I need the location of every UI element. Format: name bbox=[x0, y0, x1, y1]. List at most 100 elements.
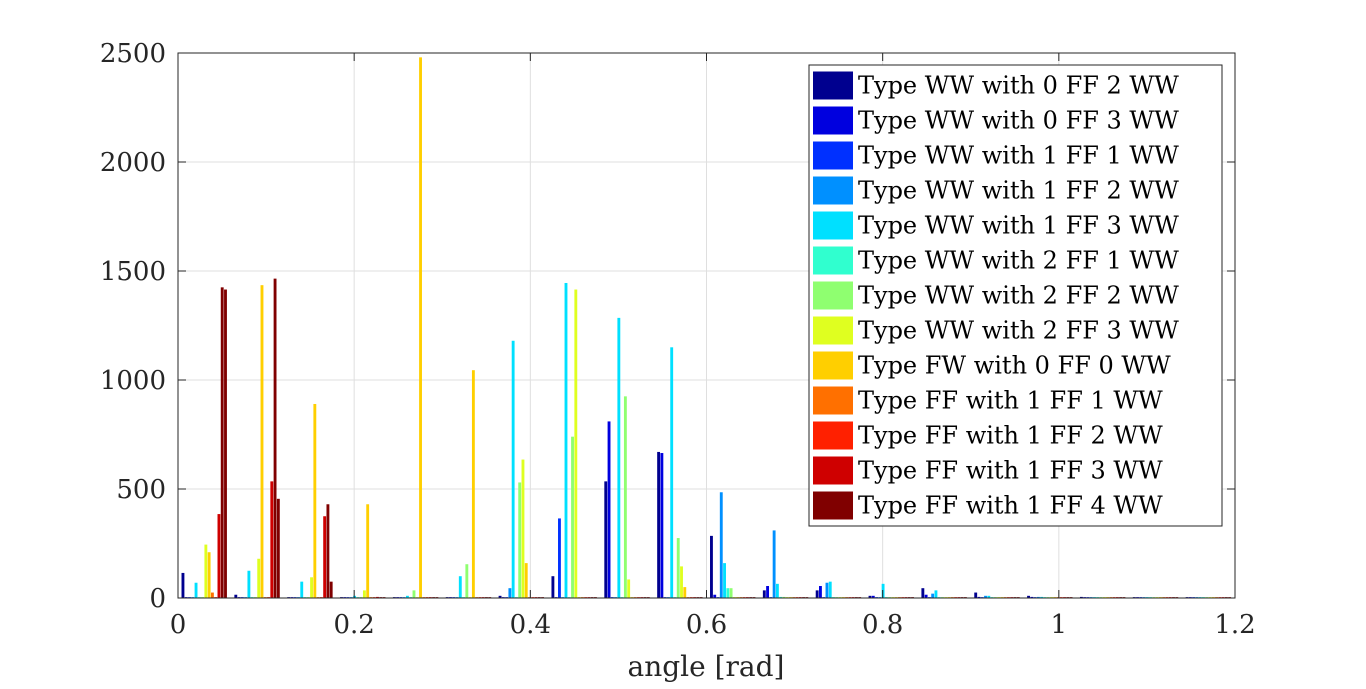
bar bbox=[779, 596, 783, 598]
legend-swatch bbox=[813, 71, 853, 100]
legend-label: Type FF with 1 FF 2 WW bbox=[858, 422, 1163, 450]
legend-label: Type WW with 1 FF 1 WW bbox=[858, 142, 1179, 170]
bar bbox=[498, 595, 502, 598]
bar bbox=[660, 453, 664, 598]
bar bbox=[1030, 596, 1034, 598]
legend-label: Type WW with 2 FF 3 WW bbox=[858, 317, 1179, 345]
bar bbox=[558, 518, 561, 598]
bar bbox=[984, 595, 987, 598]
bar bbox=[729, 588, 733, 598]
bar bbox=[551, 576, 555, 598]
x-tick-label: 0.6 bbox=[686, 610, 727, 640]
bar bbox=[465, 564, 469, 598]
bar bbox=[518, 482, 522, 598]
bar bbox=[204, 544, 208, 598]
legend-label: Type WW with 1 FF 3 WW bbox=[858, 212, 1179, 240]
bar bbox=[406, 595, 409, 598]
bar bbox=[657, 451, 661, 598]
x-tick-label: 0.4 bbox=[510, 610, 551, 640]
legend-swatch bbox=[813, 386, 853, 415]
bar bbox=[234, 594, 238, 598]
bar bbox=[782, 596, 786, 598]
legend-label: Type WW with 0 FF 3 WW bbox=[858, 107, 1179, 135]
bar bbox=[521, 459, 525, 598]
bar bbox=[974, 592, 978, 598]
legend-label: Type WW with 0 FF 2 WW bbox=[858, 72, 1179, 100]
legend-label: Type FW with 0 FF 0 WW bbox=[858, 352, 1171, 380]
x-axis-label: angle [rad] bbox=[628, 650, 785, 683]
legend-swatch bbox=[813, 316, 853, 345]
bar bbox=[574, 289, 578, 598]
bar bbox=[828, 581, 832, 598]
bar bbox=[310, 577, 313, 598]
bar bbox=[921, 588, 925, 598]
legend-label: Type FF with 1 FF 4 WW bbox=[858, 492, 1163, 520]
legend-swatch bbox=[813, 246, 853, 275]
bar bbox=[713, 594, 717, 598]
y-tick-label: 2500 bbox=[100, 39, 166, 69]
axis-ticks: 0 0.2 0.4 0.6 0.8 1 1.2 0 500 1000 1500 2000 2500 bbox=[100, 39, 1256, 640]
legend-swatch bbox=[813, 456, 853, 485]
x-tick-label: 0 bbox=[170, 610, 187, 640]
legend-swatch bbox=[813, 351, 853, 380]
bar bbox=[934, 590, 938, 598]
bar bbox=[224, 289, 227, 598]
bar bbox=[1040, 596, 1044, 598]
bar bbox=[815, 590, 819, 598]
bar bbox=[300, 581, 304, 598]
x-tick-label: 0.8 bbox=[862, 610, 903, 640]
legend-label: Type FF with 1 FF 1 WW bbox=[858, 387, 1163, 415]
bar bbox=[627, 579, 631, 598]
bar bbox=[623, 396, 627, 598]
bar bbox=[207, 552, 211, 598]
bar bbox=[260, 285, 264, 598]
x-tick-label: 0.2 bbox=[333, 610, 374, 640]
bar bbox=[924, 594, 928, 598]
legend-label: Type WW with 2 FF 1 WW bbox=[858, 247, 1179, 275]
bar bbox=[607, 421, 611, 598]
bar bbox=[412, 590, 416, 598]
legend-swatch bbox=[813, 281, 853, 310]
legend-label: Type FF with 1 FF 3 WW bbox=[858, 457, 1163, 485]
bars bbox=[181, 57, 1232, 599]
bar bbox=[1036, 596, 1040, 598]
legend-swatch bbox=[813, 141, 853, 170]
legend-swatch bbox=[813, 106, 853, 135]
bar bbox=[762, 590, 766, 598]
bar bbox=[247, 570, 251, 598]
bar bbox=[719, 492, 723, 598]
bar bbox=[362, 590, 366, 598]
bar bbox=[270, 481, 274, 598]
bar bbox=[710, 535, 713, 598]
y-tick-label: 2000 bbox=[100, 148, 166, 178]
legend-swatch bbox=[813, 211, 853, 240]
bar bbox=[511, 340, 515, 598]
bar bbox=[670, 347, 674, 598]
y-tick-label: 0 bbox=[149, 584, 166, 614]
bar bbox=[1079, 596, 1083, 598]
legend-box bbox=[808, 64, 1223, 527]
bar bbox=[1027, 595, 1030, 598]
bar bbox=[931, 593, 935, 598]
bar bbox=[617, 317, 621, 598]
bar bbox=[220, 287, 224, 598]
bar bbox=[819, 586, 822, 598]
legend-swatch bbox=[813, 421, 853, 450]
y-tick-label: 500 bbox=[116, 475, 166, 505]
bar bbox=[194, 582, 198, 598]
bar bbox=[210, 592, 214, 598]
bar bbox=[868, 595, 872, 598]
bar bbox=[508, 588, 512, 598]
bar bbox=[329, 581, 333, 598]
legend-label: Type WW with 2 FF 2 WW bbox=[858, 282, 1179, 310]
bar bbox=[571, 436, 574, 598]
x-tick-label: 1 bbox=[1051, 610, 1068, 640]
bar bbox=[276, 498, 280, 598]
bar bbox=[419, 57, 422, 599]
bar bbox=[564, 282, 568, 598]
bar bbox=[723, 563, 726, 598]
bar bbox=[977, 596, 981, 598]
bar bbox=[683, 587, 687, 598]
legend-swatch bbox=[813, 176, 853, 205]
bar bbox=[726, 588, 730, 598]
